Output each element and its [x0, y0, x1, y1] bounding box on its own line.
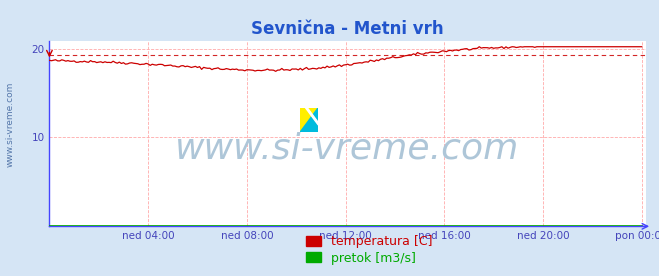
Text: www.si-vreme.com: www.si-vreme.com	[5, 81, 14, 167]
Polygon shape	[305, 108, 318, 125]
Title: Sevnična - Metni vrh: Sevnična - Metni vrh	[251, 20, 444, 38]
Legend: temperatura [C], pretok [m3/s]: temperatura [C], pretok [m3/s]	[301, 230, 438, 270]
Text: www.si-vreme.com: www.si-vreme.com	[175, 132, 520, 166]
Polygon shape	[300, 108, 318, 132]
Polygon shape	[300, 108, 318, 132]
